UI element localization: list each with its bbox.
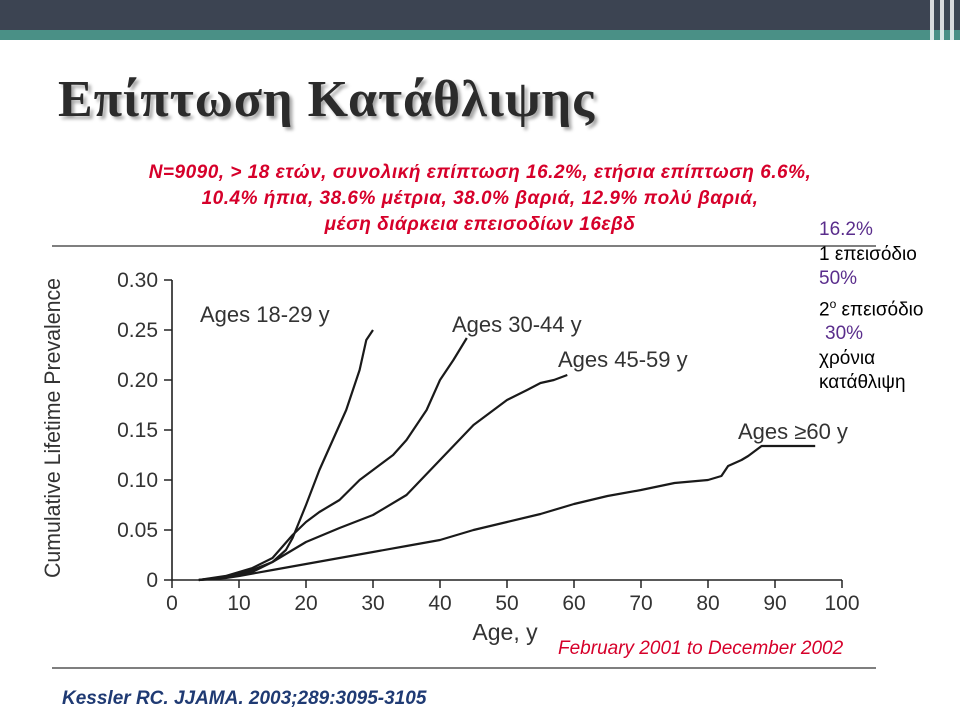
x-tick-label: 50 xyxy=(495,592,518,615)
series-label: Ages 45-59 y xyxy=(558,347,688,372)
y-tick-label: 0.05 xyxy=(117,519,158,542)
stats-line: μέση διάρκεια επεισοδίων 16εβδ xyxy=(324,214,636,235)
chronic-percent: 30% xyxy=(825,323,864,345)
y-tick-label: 0.25 xyxy=(117,319,158,342)
ordinal-superscript: ο xyxy=(829,296,837,311)
series-line xyxy=(198,329,374,582)
series-line xyxy=(198,444,816,582)
chronic-label-line1: χρόνια xyxy=(819,347,876,369)
x-tick-label: 100 xyxy=(824,592,859,615)
citation: Kessler RC. JJAMA. 2003;289:3095-3105 xyxy=(62,688,427,709)
y-tick-label: 0.15 xyxy=(117,419,158,442)
y-tick-label: 0 xyxy=(146,569,158,592)
x-tick-label: 80 xyxy=(696,592,719,615)
x-tick-label: 40 xyxy=(428,592,451,615)
y-tick-label: 0.20 xyxy=(117,369,158,392)
x-tick-label: 70 xyxy=(629,592,652,615)
y-tick-label: 0.10 xyxy=(117,469,158,492)
header-dark-band xyxy=(0,0,960,30)
header-accent-band xyxy=(0,30,960,40)
chronic-label-line2: κατάθλιψη xyxy=(819,372,906,394)
series-label: Ages 18-29 y xyxy=(200,302,330,327)
study-period: February 2001 to December 2002 xyxy=(558,638,844,659)
second-episode-label: 2ο επεισόδιο xyxy=(819,292,959,323)
series-line xyxy=(198,337,468,582)
y-tick-label: 0.30 xyxy=(117,269,158,292)
header-stripe xyxy=(940,0,944,40)
x-tick-label: 30 xyxy=(361,592,384,615)
x-tick-label: 10 xyxy=(227,592,250,615)
second-episode-percent: 50% xyxy=(819,268,858,289)
x-tick-label: 60 xyxy=(562,592,585,615)
stats-line: 10.4% ήπια, 38.6% μέτρια, 38.0% βαριά, 1… xyxy=(201,188,759,209)
first-episode-percent: 16.2% xyxy=(819,219,873,240)
header-bar xyxy=(0,0,960,40)
study-statistics: N=9090, > 18 ετών, συνολική επίπτωση 16.… xyxy=(60,160,900,238)
series-line xyxy=(198,373,568,582)
second-episode-word: επεισόδιο xyxy=(836,298,924,320)
x-tick-label: 20 xyxy=(294,592,317,615)
first-episode-label: 1 επεισόδιο xyxy=(819,243,917,265)
side-notes: 16.2% 1 επεισόδιο 50% 2ο επεισόδιο 30% χ… xyxy=(819,218,959,396)
slide-title: Επίπτωση Κατάθλιψης xyxy=(58,71,596,128)
y-axis-label: Cumulative Lifetime Prevalence xyxy=(40,278,65,578)
header-stripe xyxy=(950,0,954,40)
x-tick-label: 0 xyxy=(166,592,178,615)
second-episode-number: 2 xyxy=(819,298,830,320)
series-label: Ages 30-44 y xyxy=(452,312,582,337)
stats-line: N=9090, > 18 ετών, συνολική επίπτωση 16.… xyxy=(148,162,812,183)
x-tick-label: 90 xyxy=(763,592,786,615)
series-label: Ages ≥60 y xyxy=(738,419,848,444)
x-axis-label: Age, y xyxy=(472,619,538,645)
header-stripe xyxy=(930,0,934,40)
